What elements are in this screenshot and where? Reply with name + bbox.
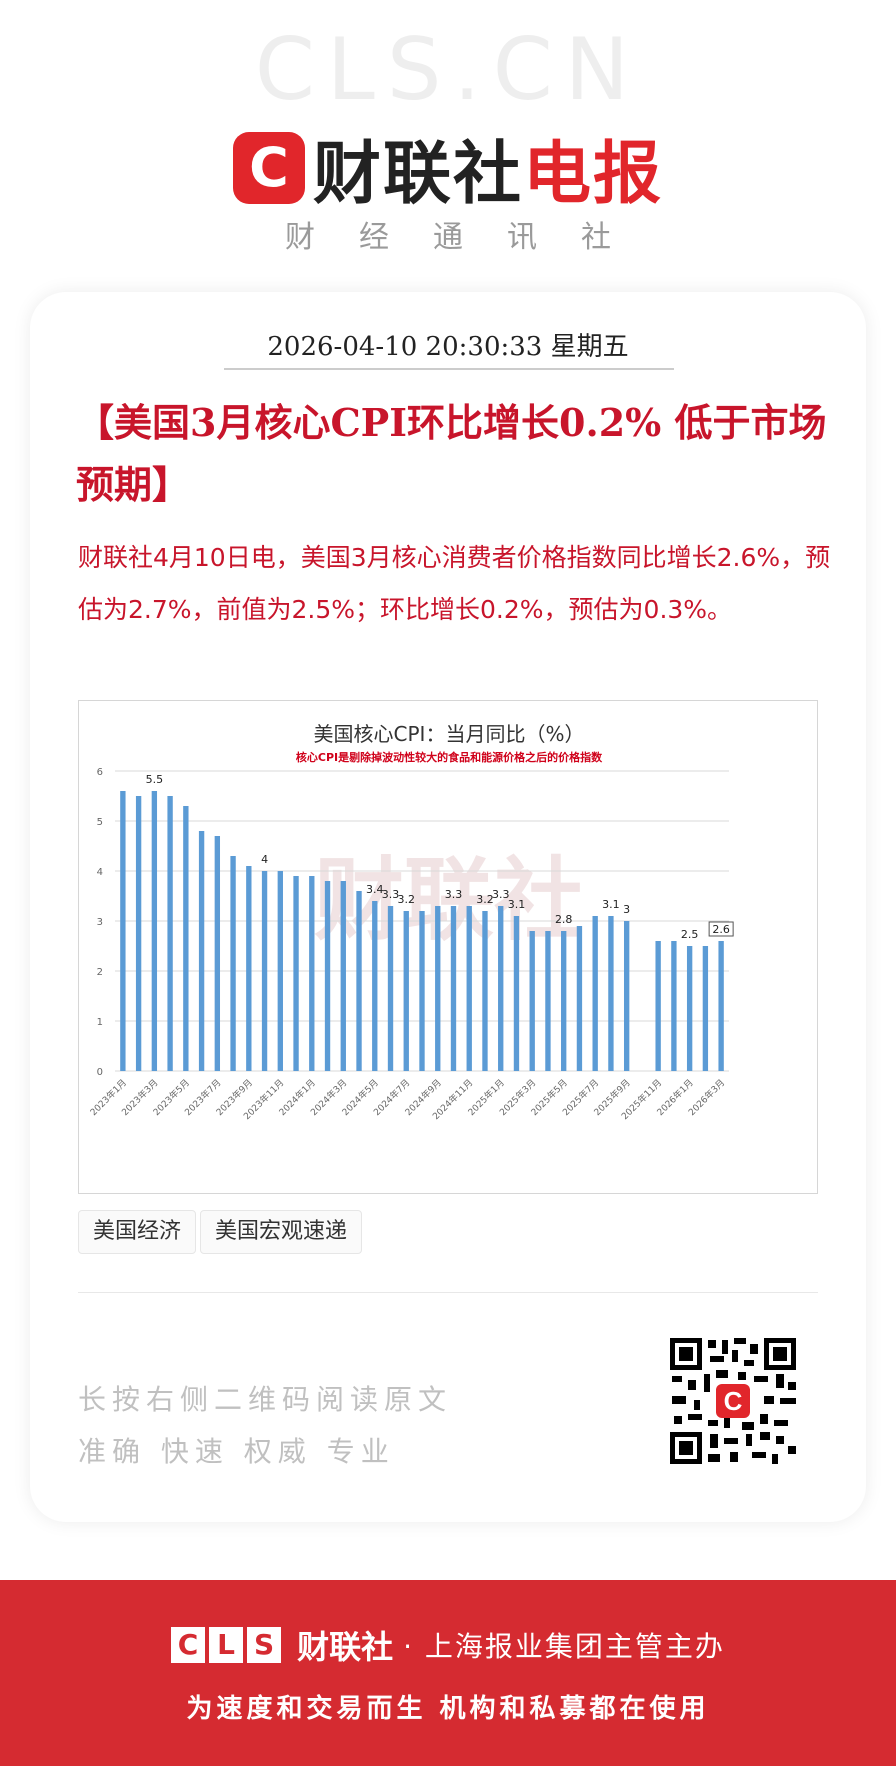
footer-slogan: · 上海报业集团主管主办 bbox=[403, 1630, 725, 1663]
bar-2025年11月 bbox=[655, 941, 661, 1071]
data-label: 3.1 bbox=[508, 898, 526, 911]
bar-2024年3月 bbox=[340, 881, 346, 1071]
cls-letter-l: L bbox=[209, 1627, 244, 1663]
bar-2025年1月 bbox=[498, 906, 504, 1071]
brand-name-black: 财联社 bbox=[312, 135, 523, 214]
bar-2024年12月 bbox=[482, 911, 488, 1071]
brand-name-red: 电报 bbox=[523, 135, 664, 214]
y-tick-label: 3 bbox=[97, 917, 103, 928]
cpi-chart: 财联社 美国核心CPI：当月同比（%） 核心CPI是剔除掉波动性较大的食品和能源价格… bbox=[78, 700, 818, 1194]
y-tick-label: 6 bbox=[97, 767, 103, 778]
bar-2024年2月 bbox=[324, 881, 331, 1071]
bar-2025年7月 bbox=[592, 916, 598, 1071]
footer-brand: 财联社 bbox=[297, 1628, 394, 1666]
y-tick-label: 1 bbox=[97, 1017, 103, 1028]
data-label: 4 bbox=[261, 853, 268, 866]
bar-2024年6月 bbox=[387, 906, 394, 1071]
bar-2026年2月 bbox=[702, 946, 709, 1071]
content-divider bbox=[78, 1292, 818, 1293]
qr-code-icon[interactable]: C bbox=[668, 1336, 798, 1466]
bar-2023年10月 bbox=[261, 871, 268, 1071]
data-label: 2.5 bbox=[681, 928, 699, 941]
bar-2023年8月 bbox=[230, 856, 236, 1071]
bar-2025年3月 bbox=[529, 931, 535, 1071]
bar-2026年1月 bbox=[686, 946, 693, 1071]
bar-2023年12月 bbox=[293, 876, 299, 1071]
data-label: 3.4 bbox=[366, 883, 384, 896]
y-tick-label: 2 bbox=[97, 967, 103, 978]
article-headline: 【美国3月核心CPI环比增长0.2% 低于市场预期】 bbox=[76, 400, 827, 507]
brand-name: 财联社电报 bbox=[313, 118, 663, 217]
bar-2026年3月 bbox=[718, 941, 724, 1071]
bar-2025年12月 bbox=[671, 941, 677, 1071]
chart-subtitle: 核心CPI是剔除掉波动性较大的食品和能源价格之后的价格指数 bbox=[296, 750, 603, 764]
bar-2024年4月 bbox=[356, 891, 362, 1071]
cls-letter-s: S bbox=[247, 1627, 282, 1663]
qr-center-letter: C bbox=[724, 1386, 743, 1416]
data-label: 3.1 bbox=[602, 898, 620, 911]
footer-banner: C L S 财联社 · 上海报业集团主管主办 为速度和交易而生 机构和私募都在使… bbox=[0, 1580, 896, 1766]
logo-c-icon: C bbox=[232, 131, 305, 204]
publish-datetime: 2026-04-10 20:30:33 星期五 bbox=[267, 332, 629, 362]
tag-us-economy[interactable]: 美国经济 bbox=[78, 1210, 197, 1254]
data-label: 2.8 bbox=[555, 913, 573, 926]
data-label: 3.3 bbox=[445, 888, 463, 901]
bar-2024年10月 bbox=[450, 906, 457, 1071]
qr-slogan: 准确 快速 权威 专业 bbox=[78, 1435, 395, 1468]
cls-letter-c: C bbox=[171, 1627, 206, 1663]
bar-2023年6月 bbox=[198, 831, 205, 1071]
bar-2023年1月 bbox=[120, 791, 126, 1071]
bar-2023年5月 bbox=[183, 806, 189, 1071]
data-label: 3.3 bbox=[492, 888, 510, 901]
last-value-box bbox=[708, 921, 734, 937]
bar-2025年2月 bbox=[513, 916, 520, 1071]
bar-2023年2月 bbox=[135, 796, 142, 1071]
data-label: 3.2 bbox=[398, 893, 416, 906]
cls-watermark: CLS.CN bbox=[254, 20, 642, 120]
data-label: 3.3 bbox=[382, 888, 400, 901]
datetime-divider bbox=[224, 368, 674, 370]
bar-2025年6月 bbox=[576, 926, 583, 1071]
data-label: 3 bbox=[623, 903, 630, 916]
y-tick-label: 0 bbox=[97, 1067, 103, 1078]
bar-2024年8月 bbox=[419, 911, 425, 1071]
y-tick-label: 4 bbox=[97, 867, 103, 878]
data-label: 5.5 bbox=[146, 773, 164, 786]
bar-2025年8月 bbox=[608, 916, 614, 1071]
bar-2024年9月 bbox=[435, 906, 441, 1071]
bar-2025年5月 bbox=[561, 931, 567, 1071]
bar-2024年7月 bbox=[403, 911, 409, 1071]
bar-2024年1月 bbox=[309, 876, 315, 1071]
qr-prompt: 长按右侧二维码阅读原文 bbox=[78, 1383, 453, 1416]
chart-title: 美国核心CPI：当月同比（%） bbox=[314, 722, 585, 746]
y-tick-label: 5 bbox=[97, 817, 103, 828]
brand-logo: C 财联社电报 bbox=[0, 118, 896, 217]
article-body: 财联社4月10日电，美国3月核心消费者价格指数同比增长2.6%，预估为2.7%，… bbox=[78, 543, 831, 624]
bar-2023年7月 bbox=[214, 836, 221, 1071]
bar-2024年5月 bbox=[372, 901, 378, 1071]
bar-2023年9月 bbox=[246, 866, 252, 1071]
sub-brand: 财经通讯社 bbox=[285, 220, 655, 255]
bar-2023年3月 bbox=[151, 791, 158, 1071]
footer-tagline: 为速度和交易而生 机构和私募都在使用 bbox=[186, 1694, 710, 1724]
bar-2025年4月 bbox=[545, 931, 551, 1071]
article-card: 2026-04-10 20:30:33 星期五 【美国3月核心CPI环比增长0.… bbox=[30, 292, 866, 1522]
bar-2023年11月 bbox=[277, 871, 283, 1071]
footer-brand-row: C L S 财联社 · 上海报业集团主管主办 bbox=[0, 1622, 896, 1668]
bar-2023年4月 bbox=[167, 796, 173, 1071]
tag-us-macro[interactable]: 美国宏观速递 bbox=[200, 1210, 363, 1254]
data-label: 3.2 bbox=[476, 893, 494, 906]
bar-2024年11月 bbox=[466, 906, 472, 1071]
data-label: 2.6 bbox=[712, 923, 730, 936]
bar-2025年9月 bbox=[623, 921, 630, 1071]
cpi-chart-svg: 财联社美国核心CPI：当月同比（%）核心CPI是剔除掉波动性较大的食品和能源价格… bbox=[88, 722, 734, 1122]
